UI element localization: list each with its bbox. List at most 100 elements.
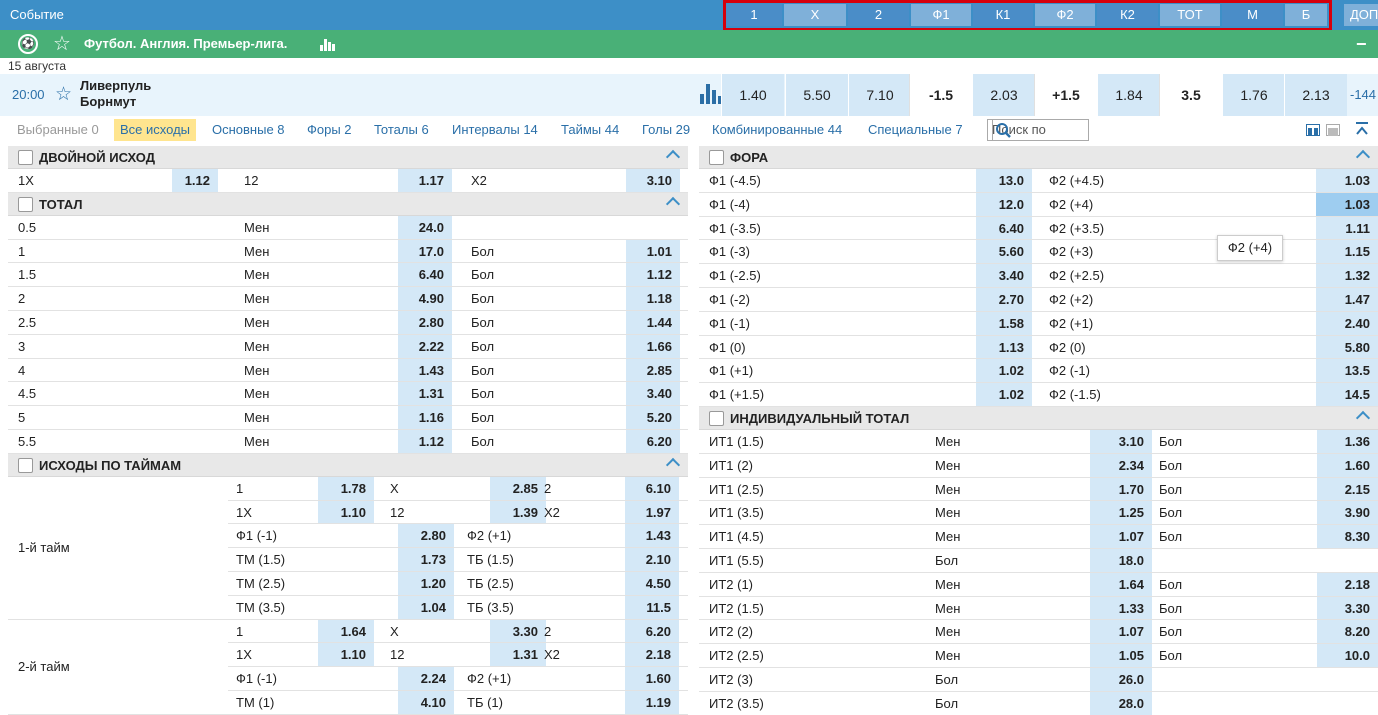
odds-cell[interactable]: 1.58 — [976, 311, 1032, 335]
odds-cell[interactable]: 1.11 — [1316, 216, 1378, 240]
odds-cell[interactable]: 14.5 — [1316, 383, 1378, 406]
odds-cell[interactable]: 3.90 — [1317, 501, 1378, 525]
odds-cell[interactable]: 1.39 — [490, 500, 546, 524]
odds-cell[interactable]: 2.85 — [490, 476, 546, 500]
odds-cell[interactable]: 1.60 — [625, 667, 679, 690]
odds-cell[interactable]: 4.50 — [625, 571, 679, 595]
odds-cell[interactable]: 26.0 — [1090, 667, 1152, 691]
odds-cell[interactable]: 1.43 — [625, 524, 679, 548]
odds-cell[interactable]: 28.0 — [1090, 691, 1152, 715]
odds-cell[interactable]: 2.18 — [1317, 572, 1378, 596]
market-column-6[interactable]: Ф2 — [1035, 4, 1095, 26]
odds-cell[interactable]: 2.80 — [398, 524, 454, 548]
odds-cell[interactable]: 2.22 — [398, 334, 452, 358]
odds-cell[interactable]: 13.0 — [976, 169, 1032, 192]
odds-cell[interactable]: 3.10 — [1090, 429, 1152, 453]
market-column-9[interactable]: М — [1222, 4, 1283, 26]
market-column-10[interactable]: Б — [1285, 4, 1327, 26]
odds-cell[interactable]: 2.80 — [398, 310, 452, 334]
odds-cell[interactable]: 2.24 — [398, 667, 454, 690]
odds-cell[interactable]: 13.5 — [1316, 359, 1378, 383]
odds-cell[interactable]: 1.02 — [976, 383, 1032, 406]
odds-cell[interactable]: 1.13 — [976, 335, 1032, 359]
odds-cell[interactable]: 6.10 — [625, 476, 679, 500]
tab-item[interactable]: Тоталы 6 — [374, 122, 429, 137]
tab-item[interactable]: Выбранные 0 — [17, 122, 99, 137]
odds-cell[interactable]: 1.07 — [1090, 620, 1152, 644]
odds-cell[interactable]: 1.36 — [1317, 429, 1378, 453]
odds-cell[interactable]: 5.20 — [626, 406, 680, 429]
odds-cell[interactable]: 6.20 — [625, 619, 679, 643]
odds-cell[interactable]: 5.80 — [1316, 335, 1378, 359]
odds-cell[interactable]: 3.30 — [490, 619, 546, 643]
odds-cell[interactable]: 1.02 — [976, 359, 1032, 383]
section-checkbox[interactable] — [18, 457, 33, 473]
section-checkbox[interactable] — [709, 150, 724, 165]
collapse-chevron-icon[interactable] — [665, 457, 681, 472]
odds-cell[interactable]: 1.03 — [1316, 192, 1378, 216]
odds-cell[interactable]: 2.10 — [625, 548, 679, 571]
favorite-star-icon[interactable]: ☆ — [55, 84, 73, 105]
odds-cell[interactable]: 1.78 — [318, 476, 374, 500]
more-markets-link[interactable]: -144 — [1350, 87, 1377, 102]
tab-item[interactable]: Основные 8 — [212, 122, 285, 137]
odds-cell[interactable]: 1.97 — [625, 500, 679, 524]
collapse-chevron-icon[interactable] — [665, 149, 681, 165]
odds-cell[interactable]: 1.15 — [1316, 240, 1378, 264]
market-column-4[interactable]: Ф1 — [911, 4, 971, 26]
odds-cell[interactable]: 1.43 — [398, 358, 452, 382]
odds-cell[interactable]: 1.10 — [318, 500, 374, 524]
odds-cell[interactable]: 3.40 — [626, 382, 680, 406]
odds-cell[interactable]: 1.12 — [626, 263, 680, 287]
odds-cell[interactable]: 1.12 — [398, 429, 452, 453]
odds-cell[interactable]: 3.40 — [976, 264, 1032, 287]
section-checkbox[interactable] — [18, 150, 33, 165]
odds-cell[interactable]: 1.31 — [490, 643, 546, 667]
section-header[interactable]: Фора — [699, 146, 1378, 169]
tab-item[interactable]: Все исходы — [114, 119, 197, 141]
tab-item[interactable]: Комбинированные 44 — [712, 122, 843, 137]
market-column-8[interactable]: ТОТ — [1160, 4, 1220, 26]
odds-cell[interactable]: 2.13 — [1284, 74, 1347, 116]
odds-cell[interactable]: 1.01 — [626, 239, 680, 263]
odds-cell[interactable]: 24.0 — [398, 215, 452, 239]
odds-cell[interactable]: 4.90 — [398, 287, 452, 310]
tab-item[interactable]: Интервалы 14 — [452, 122, 538, 137]
odds-cell[interactable]: 1.05 — [1090, 644, 1152, 667]
odds-cell[interactable]: 6.40 — [398, 263, 452, 287]
odds-cell[interactable]: 1.20 — [398, 571, 454, 595]
market-column-2[interactable]: X — [784, 4, 846, 26]
odds-cell[interactable]: 1.10 — [318, 643, 374, 667]
odds-cell[interactable]: 2.34 — [1090, 453, 1152, 477]
odds-cell[interactable]: 5.60 — [976, 240, 1032, 264]
section-header[interactable]: Исходы по таймам — [8, 453, 688, 477]
search-box[interactable]: Поиск по — [987, 119, 1089, 141]
odds-cell[interactable]: 1.03 — [1316, 169, 1378, 192]
odds-cell[interactable]: 2.70 — [976, 287, 1032, 311]
odds-cell[interactable]: 1.33 — [1090, 596, 1152, 620]
collapse-chevron-icon[interactable] — [1355, 149, 1371, 165]
section-checkbox[interactable] — [709, 410, 724, 426]
search-button[interactable] — [992, 120, 1014, 140]
favorite-star-icon[interactable]: ☆ — [53, 33, 71, 55]
odds-cell[interactable]: 3.30 — [1317, 596, 1378, 620]
odds-cell[interactable]: 1.60 — [1317, 453, 1378, 477]
odds-cell[interactable]: 2.15 — [1317, 477, 1378, 501]
odds-cell[interactable]: 6.20 — [626, 429, 680, 453]
odds-cell[interactable]: 1.66 — [626, 334, 680, 358]
two-column-view-icon[interactable] — [1306, 124, 1320, 136]
odds-cell[interactable]: 1.16 — [398, 406, 452, 429]
odds-cell[interactable]: 6.40 — [976, 216, 1032, 240]
collapse-chevron-icon[interactable] — [665, 196, 681, 211]
odds-cell[interactable]: 1.32 — [1316, 264, 1378, 287]
odds-cell[interactable]: 2.40 — [1316, 311, 1378, 335]
collapse-all-icon[interactable] — [1355, 122, 1369, 136]
section-header[interactable]: Двойной исход — [8, 146, 688, 169]
stats-icon[interactable] — [320, 39, 336, 51]
odds-cell[interactable]: 1.31 — [398, 382, 452, 406]
odds-cell[interactable]: 1.44 — [626, 310, 680, 334]
odds-cell[interactable]: 2.03 — [972, 74, 1035, 116]
statistics-chart-icon[interactable] — [700, 84, 722, 104]
odds-cell[interactable]: 1.64 — [1090, 572, 1152, 596]
odds-cell[interactable]: 1.76 — [1222, 74, 1285, 116]
